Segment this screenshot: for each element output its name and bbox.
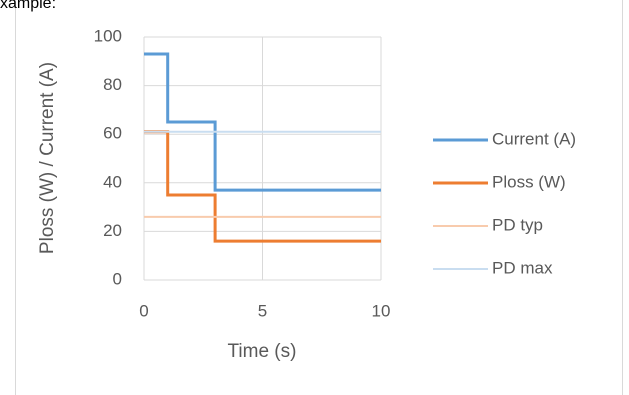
x-tick-label: 5 bbox=[258, 301, 267, 320]
y-tick-label: 100 bbox=[94, 26, 122, 45]
legend-label: Ploss (W) bbox=[492, 172, 566, 191]
legend-label: PD max bbox=[492, 258, 553, 277]
series-line bbox=[144, 52, 381, 192]
legend-label: PD typ bbox=[492, 215, 543, 234]
y-tick-label: 0 bbox=[113, 269, 122, 288]
y-tick-label: 60 bbox=[103, 124, 122, 143]
y-tick-label: 40 bbox=[103, 172, 122, 191]
caption: xample: bbox=[0, 0, 56, 12]
legend-label: Current (A) bbox=[492, 129, 576, 148]
x-axis-title: Time (s) bbox=[228, 341, 297, 362]
x-tick-label: 0 bbox=[139, 301, 148, 320]
y-tick-label: 20 bbox=[103, 221, 122, 240]
x-tick-label: 10 bbox=[372, 301, 391, 320]
y-tick-label: 80 bbox=[103, 75, 122, 94]
y-axis-title: Ploss (W) / Current (A) bbox=[37, 62, 58, 254]
